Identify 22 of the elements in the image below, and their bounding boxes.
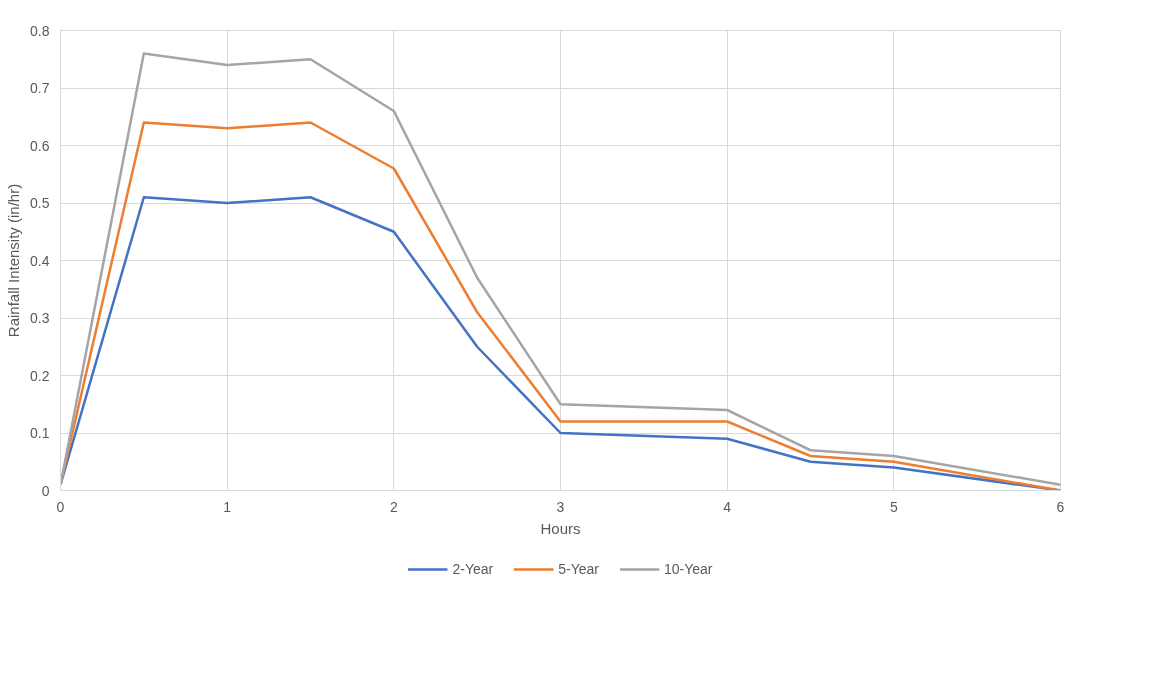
y-tick-label: 0.2 bbox=[30, 367, 50, 384]
x-tick-label: 4 bbox=[723, 498, 732, 515]
line-series bbox=[60, 52, 1061, 486]
x-tick-label: 2 bbox=[389, 498, 398, 515]
x-tick-label: 6 bbox=[1056, 498, 1065, 515]
x-tick-label: 5 bbox=[889, 498, 898, 515]
y-tick-label: 0.7 bbox=[30, 80, 50, 96]
y-tick-label: 0.8 bbox=[30, 22, 50, 39]
y-tick-label: 0 bbox=[41, 482, 50, 499]
x-axis-title: Hours bbox=[540, 519, 581, 537]
legend-label: 5-Year bbox=[558, 561, 599, 577]
x-tick-label: 0 bbox=[56, 498, 65, 515]
y-tick-label: 0.6 bbox=[30, 137, 50, 154]
y-axis-title: Rainfall Intensity (in/hr) bbox=[5, 183, 23, 338]
legend-label: 10-Year bbox=[663, 561, 713, 577]
y-tick-label: 0.4 bbox=[30, 252, 50, 269]
x-tick-label: 3 bbox=[556, 498, 565, 515]
y-tick-label: 0.3 bbox=[30, 310, 50, 326]
y-tick-label: 0.1 bbox=[30, 425, 50, 441]
x-tick-label: 1 bbox=[223, 498, 232, 515]
y-tick-label: 0.5 bbox=[30, 195, 50, 211]
legend-label: 2-Year bbox=[452, 561, 494, 577]
